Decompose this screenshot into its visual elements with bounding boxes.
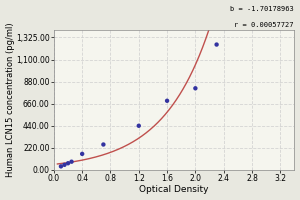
Text: b = -1.70178963: b = -1.70178963	[230, 6, 294, 12]
Point	[193, 87, 198, 90]
Point	[66, 162, 70, 165]
Point	[80, 152, 85, 155]
Point	[58, 165, 63, 168]
Point	[136, 124, 141, 127]
Text: r = 0.00057727: r = 0.00057727	[235, 22, 294, 28]
Point	[165, 99, 170, 102]
Point	[101, 143, 106, 146]
X-axis label: Optical Density: Optical Density	[140, 185, 209, 194]
Point	[214, 43, 219, 46]
Point	[62, 163, 67, 166]
Point	[69, 160, 74, 163]
Y-axis label: Human LCN15 concentration (pg/ml): Human LCN15 concentration (pg/ml)	[6, 22, 15, 177]
